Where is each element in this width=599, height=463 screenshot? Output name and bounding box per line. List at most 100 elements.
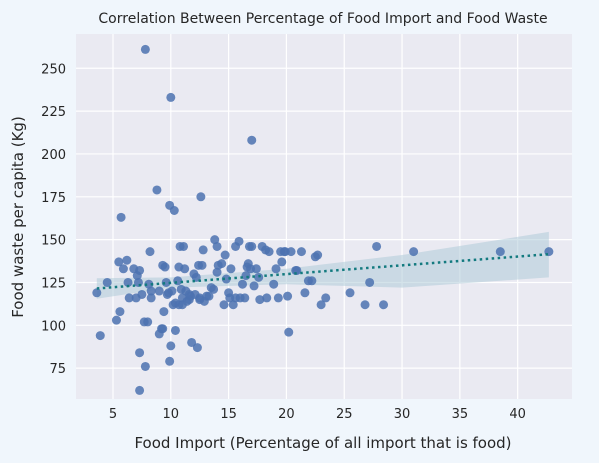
data-point [365, 277, 375, 287]
y-tick-label: 150 [41, 234, 66, 249]
data-point [122, 255, 132, 265]
data-point [226, 264, 236, 274]
data-point [124, 293, 134, 303]
data-point [95, 331, 105, 341]
data-point [237, 279, 247, 289]
data-point [111, 315, 121, 325]
data-point [283, 291, 293, 301]
data-point [273, 293, 283, 303]
y-axis-label: Food waste per capita (Kg) [9, 116, 27, 318]
data-point [321, 293, 331, 303]
confidence-band-area [96, 231, 549, 299]
x-tick-label: 40 [509, 407, 526, 422]
data-point [146, 293, 156, 303]
x-tick-label: 25 [336, 407, 353, 422]
data-point [204, 291, 214, 301]
data-point [152, 185, 162, 195]
x-tick-label: 20 [278, 407, 295, 422]
data-point [123, 277, 133, 287]
data-point [284, 327, 294, 337]
data-point [102, 277, 112, 287]
x-tick-label: 10 [163, 407, 180, 422]
data-point [249, 281, 259, 291]
data-point [220, 250, 230, 260]
data-point [286, 247, 296, 257]
data-point [307, 276, 317, 286]
data-points [92, 44, 554, 395]
data-point [146, 286, 156, 296]
data-point [372, 241, 382, 251]
data-point [251, 264, 261, 274]
data-point [92, 288, 102, 298]
data-point [228, 300, 238, 310]
data-point [179, 241, 189, 251]
data-point [379, 300, 389, 310]
data-point [262, 293, 272, 303]
data-point [300, 288, 310, 298]
plot-area [76, 34, 572, 399]
data-point [247, 241, 257, 251]
data-point [313, 250, 323, 260]
data-point [116, 212, 126, 222]
data-point [221, 274, 231, 284]
x-tick-label: 5 [109, 407, 117, 422]
data-point [114, 257, 124, 267]
data-point [269, 279, 279, 289]
data-point [170, 325, 180, 335]
data-point [240, 293, 250, 303]
data-point [145, 247, 155, 257]
y-tick-label: 225 [41, 105, 66, 120]
x-tick-label: 30 [394, 407, 411, 422]
data-point [180, 264, 190, 274]
data-point [212, 241, 222, 251]
y-tick-label: 250 [41, 62, 66, 77]
data-point [169, 206, 179, 216]
confidence-band [96, 231, 549, 299]
data-point [140, 361, 150, 371]
x-axis-label: Food Import (Percentage of all import th… [134, 434, 511, 452]
data-point [166, 92, 176, 102]
data-point [135, 385, 145, 395]
data-point [133, 277, 143, 287]
data-point [277, 257, 287, 267]
data-point [140, 44, 150, 54]
data-point [115, 307, 125, 317]
data-point [196, 192, 206, 202]
chart-title: Correlation Between Percentage of Food I… [98, 11, 547, 27]
data-point [234, 236, 244, 246]
data-point [160, 262, 170, 272]
data-point [165, 356, 175, 366]
data-point [135, 348, 145, 358]
data-point [158, 324, 168, 334]
y-tick-label: 200 [41, 148, 66, 163]
y-tick-label: 100 [41, 319, 66, 334]
data-point [292, 265, 302, 275]
data-point [209, 284, 219, 294]
y-tick-labels: 75 100 125 150 175 200 225 250 [41, 62, 66, 377]
data-point [173, 276, 183, 286]
y-tick-label: 175 [41, 191, 66, 206]
data-point [345, 288, 355, 298]
data-point [210, 235, 220, 245]
data-point [192, 343, 202, 353]
data-point [360, 300, 370, 310]
y-tick-label: 75 [49, 362, 66, 377]
data-point [409, 247, 419, 257]
data-point [135, 265, 145, 275]
data-point [197, 260, 207, 270]
data-point [271, 264, 281, 274]
data-point [137, 289, 147, 299]
data-point [217, 259, 227, 269]
data-point [154, 286, 164, 296]
data-point [495, 247, 505, 257]
data-point [247, 135, 257, 145]
data-point [166, 341, 176, 351]
data-point [143, 317, 153, 327]
data-point [219, 300, 229, 310]
data-point [255, 295, 265, 305]
data-point [198, 245, 208, 255]
data-point [187, 337, 197, 347]
data-point [212, 267, 222, 277]
data-point [316, 300, 326, 310]
